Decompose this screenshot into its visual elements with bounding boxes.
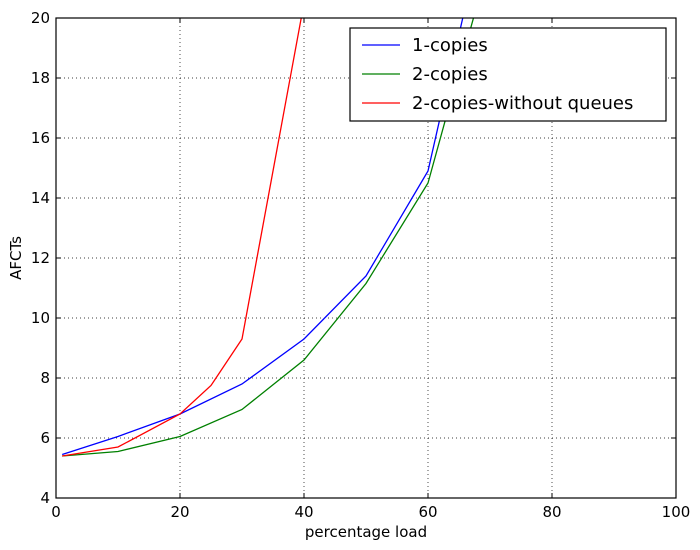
legend-box: [349, 27, 667, 122]
legend-label: 1-copies: [412, 35, 488, 56]
y-tick-label: 16: [31, 129, 50, 147]
y-tick-label: 8: [40, 369, 50, 387]
series-line-2-copies-without-queues: [62, 18, 302, 457]
y-tick-label: 14: [31, 189, 50, 207]
y-tick-label: 20: [31, 9, 50, 27]
series-layer: [62, 18, 475, 457]
y-axis-label: AFCTs: [7, 236, 25, 280]
legend-label: 2-copies-without queues: [412, 93, 633, 114]
axis-ticks: 0 20 40 60 80 100 4 6 8 10 12 14 16 18 20: [31, 9, 690, 521]
y-tick-label: 12: [31, 249, 50, 267]
y-tick-label: 18: [31, 69, 50, 87]
legend: 1-copies 2-copies 2-copies-without queues: [349, 27, 667, 122]
x-tick-label: 40: [294, 503, 313, 521]
x-tick-label: 100: [662, 503, 691, 521]
series-line-1-copies: [62, 18, 464, 456]
series-line-2-copies: [62, 18, 475, 457]
x-tick-label: 20: [170, 503, 189, 521]
x-tick-label: 0: [51, 503, 61, 521]
y-tick-label: 10: [31, 309, 50, 327]
x-axis-label: percentage load: [305, 523, 427, 541]
y-tick-label: 6: [40, 429, 50, 447]
x-tick-label: 60: [418, 503, 437, 521]
legend-label: 2-copies: [412, 64, 488, 85]
y-tick-label: 4: [40, 489, 50, 507]
x-tick-label: 80: [542, 503, 561, 521]
